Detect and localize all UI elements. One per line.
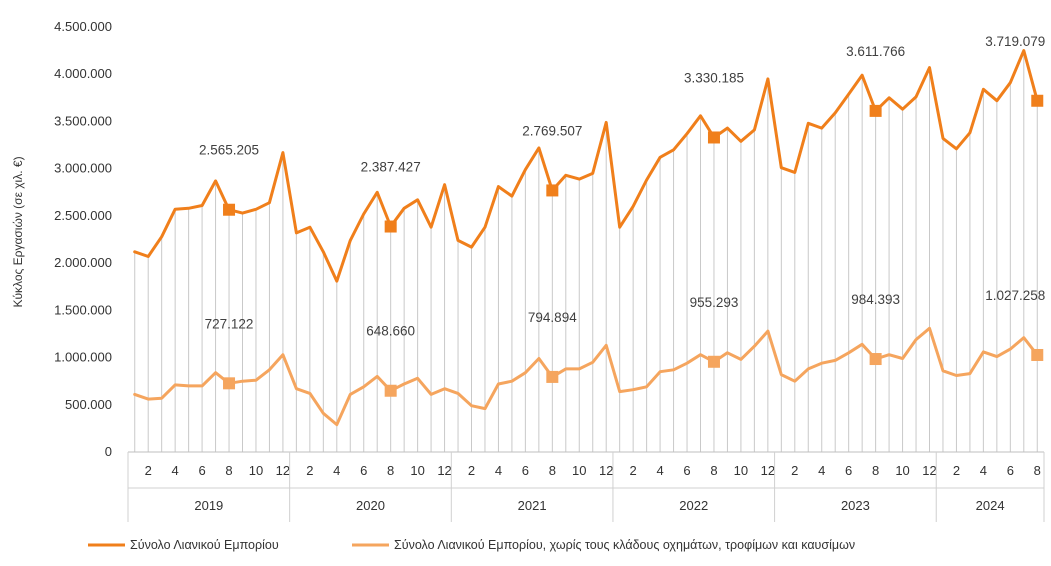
y-tick-label: 1.000.000 — [54, 350, 112, 365]
y-axis-title: Κύκλος Εργασιών (σε χιλ. €) — [11, 156, 25, 307]
x-tick-label: 4 — [980, 463, 987, 478]
data-label: 1.027.258 — [985, 288, 1045, 303]
data-label: 3.330.185 — [684, 70, 744, 85]
data-point-marker — [1031, 94, 1044, 107]
x-tick-label: 6 — [198, 463, 205, 478]
data-point-marker — [546, 370, 559, 383]
x-tick-label: 2 — [468, 463, 475, 478]
x-tick-label: 8 — [710, 463, 717, 478]
x-tick-label: 12 — [599, 463, 613, 478]
x-tick-label: 12 — [276, 463, 290, 478]
data-label: 648.660 — [366, 324, 415, 339]
data-point-marker — [223, 377, 236, 390]
data-label: 984.393 — [851, 292, 900, 307]
x-tick-label: 2 — [630, 463, 637, 478]
x-tick-label: 10 — [734, 463, 748, 478]
y-tick-label: 4.500.000 — [54, 19, 112, 34]
axis-layer: 0 500.000 1.000.000 1.500.000 2.000.000 2.500… — [54, 19, 1045, 522]
x-tick-label: 8 — [1034, 463, 1041, 478]
y-tick-label: 3.500.000 — [54, 113, 112, 128]
x-tick-label: 8 — [225, 463, 232, 478]
data-point-marker — [384, 220, 397, 233]
data-point-marker — [707, 355, 720, 368]
x-tick-label: 4 — [333, 463, 340, 478]
series-line-total — [133, 49, 1039, 283]
data-label-layer: 2.565.205 2.387.427 2.769.507 3.330.185 3.61… — [199, 34, 1045, 339]
x-tick-label: 4 — [818, 463, 825, 478]
data-label: 2.769.507 — [522, 123, 582, 138]
x-tick-label: 10 — [572, 463, 586, 478]
year-label: 2021 — [518, 498, 547, 513]
y-tick-label: 500.000 — [65, 397, 112, 412]
data-label: 955.293 — [690, 295, 739, 310]
y-tick-label: 1.500.000 — [54, 302, 112, 317]
x-tick-label: 8 — [549, 463, 556, 478]
x-tick-label: 2 — [306, 463, 313, 478]
series-layer — [133, 49, 1044, 427]
data-point-marker — [707, 131, 720, 144]
x-tick-label: 4 — [495, 463, 502, 478]
x-tick-label: 6 — [845, 463, 852, 478]
legend-label-total: Σύνολο Λιανικού Εμπορίου — [130, 538, 279, 552]
x-tick-label: 6 — [683, 463, 690, 478]
x-tick-label: 10 — [249, 463, 263, 478]
x-tick-label: 12 — [922, 463, 936, 478]
data-label: 3.611.766 — [846, 44, 905, 59]
series-line-core — [133, 326, 1039, 427]
x-tick-label: 2 — [791, 463, 798, 478]
grid-layer — [134, 50, 1038, 452]
data-label: 2.387.427 — [361, 160, 421, 175]
x-tick-label: 8 — [387, 463, 394, 478]
y-tick-label: 0 — [105, 444, 112, 459]
x-tick-label: 12 — [437, 463, 451, 478]
data-point-marker — [869, 104, 882, 117]
data-point-marker — [384, 384, 397, 397]
x-tick-label: 6 — [522, 463, 529, 478]
x-tick-label: 2 — [145, 463, 152, 478]
year-label: 2022 — [679, 498, 708, 513]
data-label: 727.122 — [205, 316, 254, 331]
x-tick-label: 4 — [172, 463, 179, 478]
x-tick-label: 10 — [895, 463, 909, 478]
legend: Σύνολο Λιανικού Εμπορίου Σύνολο Λιανικού… — [88, 538, 855, 552]
y-tick-label: 4.000.000 — [54, 66, 112, 81]
x-tick-label: 6 — [360, 463, 367, 478]
year-label: 2024 — [976, 498, 1005, 513]
data-point-marker — [546, 184, 559, 197]
x-tick-label: 8 — [872, 463, 879, 478]
data-label: 2.565.205 — [199, 143, 259, 158]
x-tick-label: 10 — [410, 463, 424, 478]
y-tick-label: 2.000.000 — [54, 255, 112, 270]
x-tick-label: 6 — [1007, 463, 1014, 478]
year-label: 2020 — [356, 498, 385, 513]
legend-label-core: Σύνολο Λιανικού Εμπορίου, χωρίς τους κλά… — [394, 538, 855, 552]
y-tick-label: 3.000.000 — [54, 161, 112, 176]
data-point-marker — [869, 353, 882, 366]
y-tick-label: 2.500.000 — [54, 208, 112, 223]
data-label: 794.894 — [528, 310, 577, 325]
data-label: 3.719.079 — [985, 34, 1045, 49]
data-point-marker — [1031, 348, 1044, 361]
year-label: 2019 — [194, 498, 223, 513]
x-tick-label: 2 — [953, 463, 960, 478]
year-label: 2023 — [841, 498, 870, 513]
x-tick-label: 12 — [761, 463, 775, 478]
data-point-marker — [223, 203, 236, 216]
x-tick-label: 4 — [656, 463, 663, 478]
